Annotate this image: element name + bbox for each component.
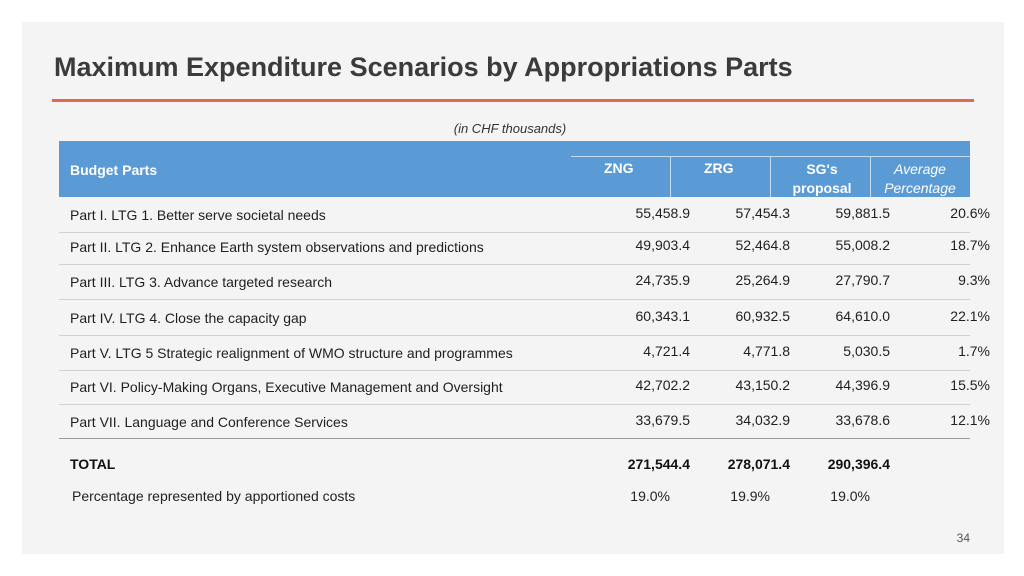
row-label: Part III. LTG 3. Advance targeted resear… [70,274,332,290]
row-sg: 44,396.9 [835,377,891,393]
row-avg: 15.5% [950,377,990,393]
row-zng: 33,679.5 [635,412,691,428]
total-zrg: 278,071.4 [727,456,790,472]
row-label: Part VII. Language and Conference Servic… [70,414,348,430]
total-divider [59,438,970,439]
row-avg: 1.7% [958,343,990,359]
row-sg: 5,030.5 [843,343,890,359]
row-zng: 49,903.4 [635,237,691,253]
title-underline [52,99,974,102]
table-header: Budget Parts ZNG ZRG SG's proposal Avera… [59,141,970,197]
header-sg-line1: SG's [806,161,838,177]
header-sg-line2: proposal [792,180,852,196]
apportioned-zrg: 19.9% [730,488,770,504]
row-label: Part V. LTG 5 Strategic realignment of W… [70,345,513,361]
header-separator [870,157,871,197]
slide: Maximum Expenditure Scenarios by Appropr… [22,22,1004,554]
apportioned-zng: 19.0% [630,488,670,504]
row-label: Part IV. LTG 4. Close the capacity gap [70,310,307,326]
row-avg: 9.3% [958,272,990,288]
units-subtitle: (in CHF thousands) [453,121,567,136]
header-separator [670,157,671,197]
header-budget-parts: Budget Parts [70,162,158,178]
header-separator [770,157,771,197]
table-row: Part V. LTG 5 Strategic realignment of W… [59,335,990,371]
row-zrg: 34,032.9 [735,412,791,428]
table-row: Part III. LTG 3. Advance targeted resear… [59,264,990,300]
table-row: Part VII. Language and Conference Servic… [59,404,990,439]
row-label: Part II. LTG 2. Enhance Earth system obs… [70,239,484,255]
row-zrg: 4,771.8 [743,343,790,359]
row-sg: 27,790.7 [835,272,891,288]
row-zng: 42,702.2 [635,377,691,393]
row-zrg: 57,454.3 [735,205,791,221]
row-sg: 59,881.5 [835,205,891,221]
table-row: Part IV. LTG 4. Close the capacity gap 6… [59,300,990,336]
header-zrg: ZRG [704,160,734,176]
total-label: TOTAL [70,456,116,472]
total-zng: 271,544.4 [627,456,690,472]
row-zng: 4,721.4 [643,343,690,359]
row-zng: 60,343.1 [635,308,691,324]
row-zng: 55,458.9 [635,205,691,221]
row-label: Part I. LTG 1. Better serve societal nee… [70,207,326,223]
row-zrg: 25,264.9 [735,272,791,288]
header-average-percentage: Average Percentage [874,160,966,198]
row-avg: 18.7% [950,237,990,253]
page-number: 34 [956,531,970,545]
header-zng: ZNG [604,160,634,176]
row-zrg: 60,932.5 [735,308,791,324]
row-avg: 20.6% [950,205,990,221]
apportioned-label: Percentage represented by apportioned co… [72,488,356,504]
row-zng: 24,735.9 [635,272,691,288]
apportioned-sg: 19.0% [830,488,870,504]
header-avg-line2: Percentage [884,180,956,196]
row-avg: 12.1% [950,412,990,428]
table-row: Part II. LTG 2. Enhance Earth system obs… [59,229,990,265]
row-label: Part VI. Policy-Making Organs, Executive… [70,379,503,395]
table-row: Part I. LTG 1. Better serve societal nee… [59,197,990,233]
row-zrg: 43,150.2 [735,377,791,393]
header-top-rule [571,156,970,157]
total-sg: 290,396.4 [827,456,890,472]
page-title: Maximum Expenditure Scenarios by Appropr… [54,52,793,82]
header-avg-line1: Average [894,161,946,177]
header-sg-proposal: SG's proposal [780,160,864,198]
row-zrg: 52,464.8 [735,237,791,253]
table-row: Part VI. Policy-Making Organs, Executive… [59,369,990,405]
row-sg: 33,678.6 [835,412,891,428]
row-sg: 55,008.2 [835,237,891,253]
row-sg: 64,610.0 [835,308,891,324]
row-avg: 22.1% [950,308,990,324]
